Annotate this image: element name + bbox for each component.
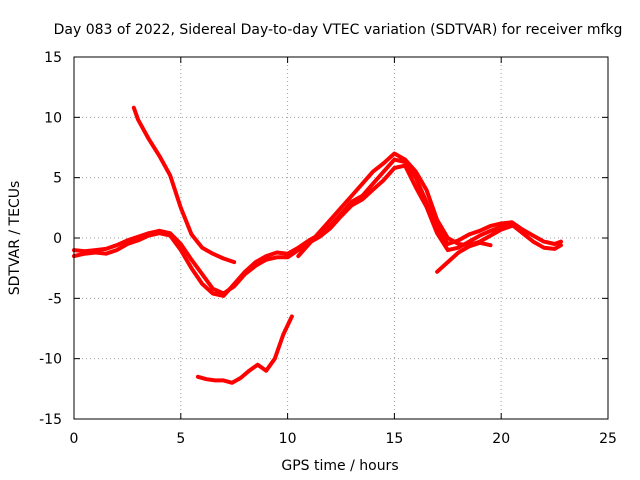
y-tick-label: 0 [53,231,62,247]
y-tick-label: 5 [53,171,62,187]
x-tick-label: 20 [492,431,510,447]
x-tick-label: 0 [70,431,79,447]
series-line-track-f [435,240,493,274]
x-tick-label: 15 [385,431,403,447]
y-tick-label: -15 [39,412,62,428]
ticks: 0 5 10 15 20 25 -15 -10 -5 0 5 10 15 [39,50,617,447]
chart-title: Day 083 of 2022, Sidereal Day-to-day VTE… [54,22,623,38]
y-tick-label: -5 [48,291,62,307]
grid [74,57,608,419]
y-tick-label: 15 [44,50,62,66]
y-tick-label: 10 [44,110,62,126]
x-tick-label: 10 [279,431,297,447]
series-line-track-d [131,105,237,265]
series-line-track-e [195,314,294,385]
series-line-track-a [72,157,563,298]
x-axis-label: GPS time / hours [281,458,398,474]
x-tick-label: 25 [599,431,617,447]
series-layer [72,105,563,385]
series-line-track-b [72,163,563,296]
x-tick-label: 5 [176,431,185,447]
y-tick-label: -10 [39,352,62,368]
y-axis-label: SDTVAR / TECUs [7,181,23,296]
